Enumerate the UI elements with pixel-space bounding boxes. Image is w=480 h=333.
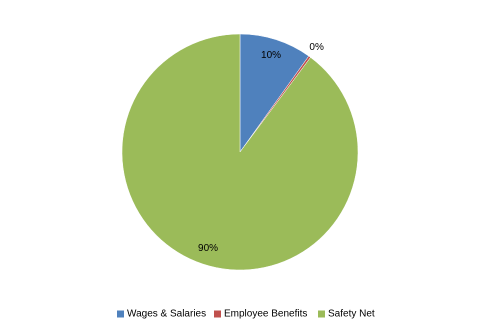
legend-label: Wages & Salaries [127,309,206,320]
data-label: 10% [261,50,281,61]
data-label: 90% [198,243,218,254]
legend-swatch [318,310,325,318]
legend-swatch [214,310,221,318]
data-label: 0% [309,42,324,53]
legend-swatch [117,310,124,318]
legend-label: Safety Net [328,309,375,320]
pie-slice [121,33,359,271]
pie-slice [239,33,310,153]
legend-label: Employee Benefits [224,309,307,320]
